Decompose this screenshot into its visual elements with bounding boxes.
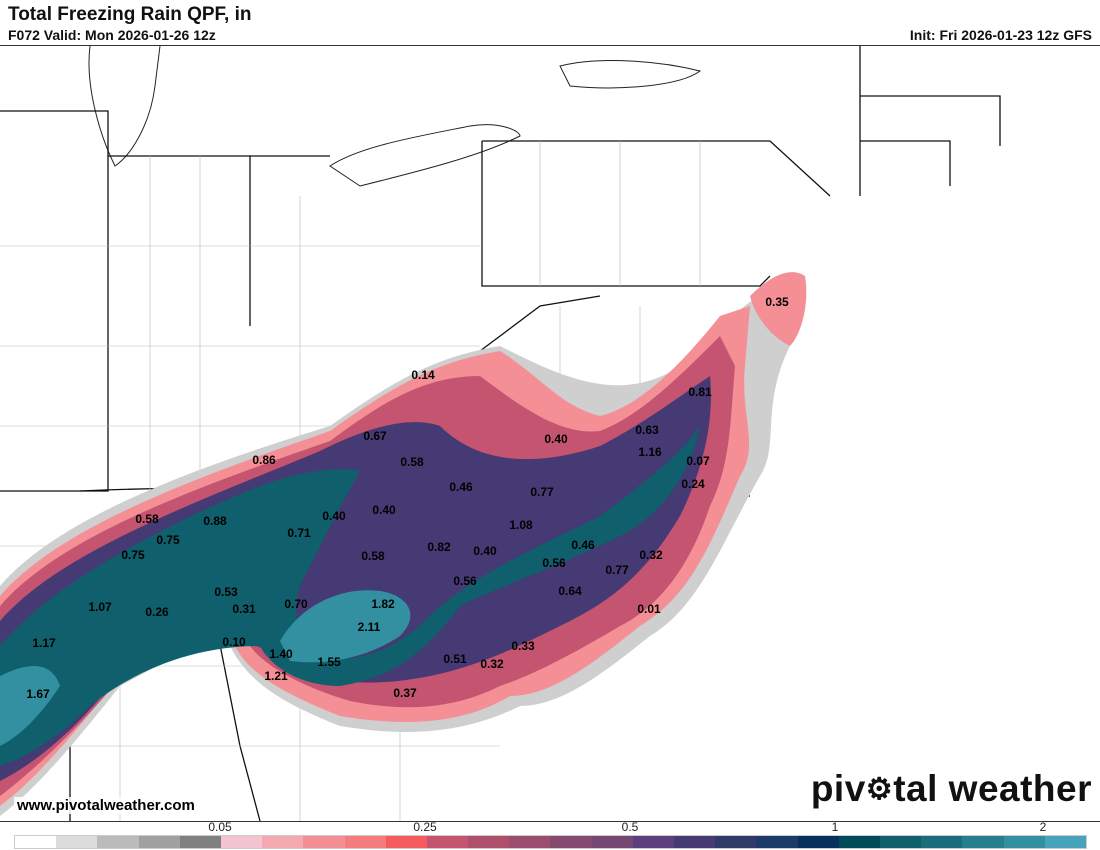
colorbar-swatch: [468, 836, 510, 848]
colorbar-tick-label: 1: [831, 820, 839, 834]
qpf-value-label: 1.21: [264, 669, 288, 683]
qpf-value-label: 0.35: [765, 295, 789, 309]
qpf-value-label: 0.58: [135, 512, 159, 526]
colorbar-swatch: [550, 836, 592, 848]
qpf-value-label: 0.70: [284, 597, 308, 611]
qpf-value-label: 0.46: [449, 480, 473, 494]
qpf-value-label: 0.24: [681, 477, 705, 491]
swath-core: [0, 590, 411, 746]
qpf-value-label: 0.81: [688, 385, 712, 399]
colorbar-swatch: [426, 836, 469, 848]
qpf-value-label: 0.58: [361, 549, 385, 563]
swath-very-heavy: [0, 426, 700, 766]
qpf-value-label: 0.14: [411, 368, 435, 382]
qpf-value-label: 0.71: [287, 526, 311, 540]
qpf-value-label: 0.56: [453, 574, 477, 588]
qpf-value-label: 0.75: [156, 533, 180, 547]
qpf-value-label: 0.53: [214, 585, 238, 599]
colorbar: [14, 835, 1087, 849]
qpf-value-label: 0.40: [473, 544, 497, 558]
qpf-value-label: 0.07: [686, 454, 710, 468]
colorbar-swatch: [797, 836, 839, 848]
qpf-value-label: 0.40: [544, 432, 568, 446]
logo-text-end: tal weather: [893, 768, 1092, 809]
colorbar-swatch: [756, 836, 798, 848]
map-title: Total Freezing Rain QPF, in: [8, 4, 252, 25]
colorbar-tick-label: 0.25: [413, 820, 437, 834]
qpf-value-label: 1.16: [638, 445, 662, 459]
colorbar-swatch: [715, 836, 757, 848]
colorbar-swatch: [879, 836, 922, 848]
qpf-value-label: 1.08: [509, 518, 533, 532]
colorbar-swatch: [962, 836, 1004, 848]
colorbar-swatch: [385, 836, 427, 848]
colorbar-swatch: [97, 836, 139, 848]
qpf-value-label: 0.58: [400, 455, 424, 469]
colorbar-swatch: [838, 836, 880, 848]
qpf-value-label: 0.31: [232, 602, 256, 616]
qpf-value-label: 1.40: [269, 647, 293, 661]
qpf-value-label: 1.67: [26, 687, 50, 701]
freezing-rain-swath: [0, 272, 807, 816]
qpf-value-label: 0.86: [252, 453, 276, 467]
qpf-value-label: 0.75: [121, 548, 145, 562]
qpf-value-label: 0.01: [637, 602, 661, 616]
qpf-value-label: 0.40: [372, 503, 396, 517]
colorbar-swatch: [674, 836, 716, 848]
qpf-value-label: 1.82: [371, 597, 395, 611]
qpf-value-label: 0.82: [427, 540, 451, 554]
qpf-value-label: 0.64: [558, 584, 582, 598]
colorbar-swatch: [56, 836, 98, 848]
colorbar-tick-label: 0.05: [208, 820, 232, 834]
qpf-value-label: 0.77: [605, 563, 629, 577]
colorbar-tick-label: 2: [1039, 820, 1047, 834]
init-time: Init: Fri 2026-01-23 12z GFS: [909, 27, 1092, 43]
qpf-value-label: 0.63: [635, 423, 659, 437]
colorbar-swatch: [344, 836, 386, 848]
colorbar-swatch: [179, 836, 221, 848]
colorbar-swatch: [591, 836, 633, 848]
qpf-value-label: 1.07: [88, 600, 112, 614]
website-link[interactable]: www.pivotalweather.com: [14, 797, 198, 814]
colorbar-swatch: [632, 836, 674, 848]
qpf-value-label: 0.37: [393, 686, 417, 700]
lake-michigan: [88, 46, 161, 167]
valid-time: F072 Valid: Mon 2026-01-26 12z: [8, 27, 216, 43]
swath-heavy: [0, 376, 711, 781]
qpf-value-label: 0.88: [203, 514, 227, 528]
colorbar-swatch: [138, 836, 180, 848]
lake-ontario: [559, 60, 702, 89]
logo-text-start: piv: [810, 768, 866, 809]
gear-icon: ⚙: [865, 773, 894, 806]
qpf-value-label: 0.10: [222, 635, 246, 649]
nj-swath: [750, 272, 807, 346]
qpf-value-label: 1.55: [317, 655, 341, 669]
qpf-value-label: 1.17: [32, 636, 56, 650]
colorbar-swatch: [509, 836, 551, 848]
colorbar-swatch: [15, 836, 57, 848]
qpf-value-label: 0.56: [542, 556, 566, 570]
colorbar-swatch: [1044, 836, 1086, 848]
lake-erie: [329, 124, 521, 187]
qpf-value-label: 0.33: [511, 639, 535, 653]
qpf-value-label: 0.77: [530, 485, 554, 499]
qpf-value-label: 0.32: [480, 657, 504, 671]
qpf-value-label: 0.26: [145, 605, 169, 619]
qpf-value-label: 0.51: [443, 652, 467, 666]
value-labels: 0.35 0.14 0.81 0.67 0.63 0.40 1.16 0.58 0.07 0.86…: [26, 295, 789, 701]
qpf-value-label: 2.11: [358, 620, 381, 634]
colorbar-swatch: [220, 836, 263, 848]
lakes: [88, 46, 702, 187]
colorbar-swatch: [1003, 836, 1045, 848]
qpf-value-label: 0.40: [322, 509, 346, 523]
colorbar-tick-label: 0.5: [621, 820, 639, 834]
colorbar-swatch: [262, 836, 304, 848]
pivotal-weather-logo: piv⚙tal weather: [811, 768, 1092, 810]
colorbar-swatch: [303, 836, 345, 848]
qpf-value-label: 0.32: [639, 548, 663, 562]
colorbar-swatch: [921, 836, 963, 848]
qpf-value-label: 0.46: [571, 538, 595, 552]
map-canvas: 0.35 0.14 0.81 0.67 0.63 0.40 1.16 0.58 0.07 0.86…: [0, 45, 1100, 822]
qpf-value-label: 0.67: [363, 429, 387, 443]
